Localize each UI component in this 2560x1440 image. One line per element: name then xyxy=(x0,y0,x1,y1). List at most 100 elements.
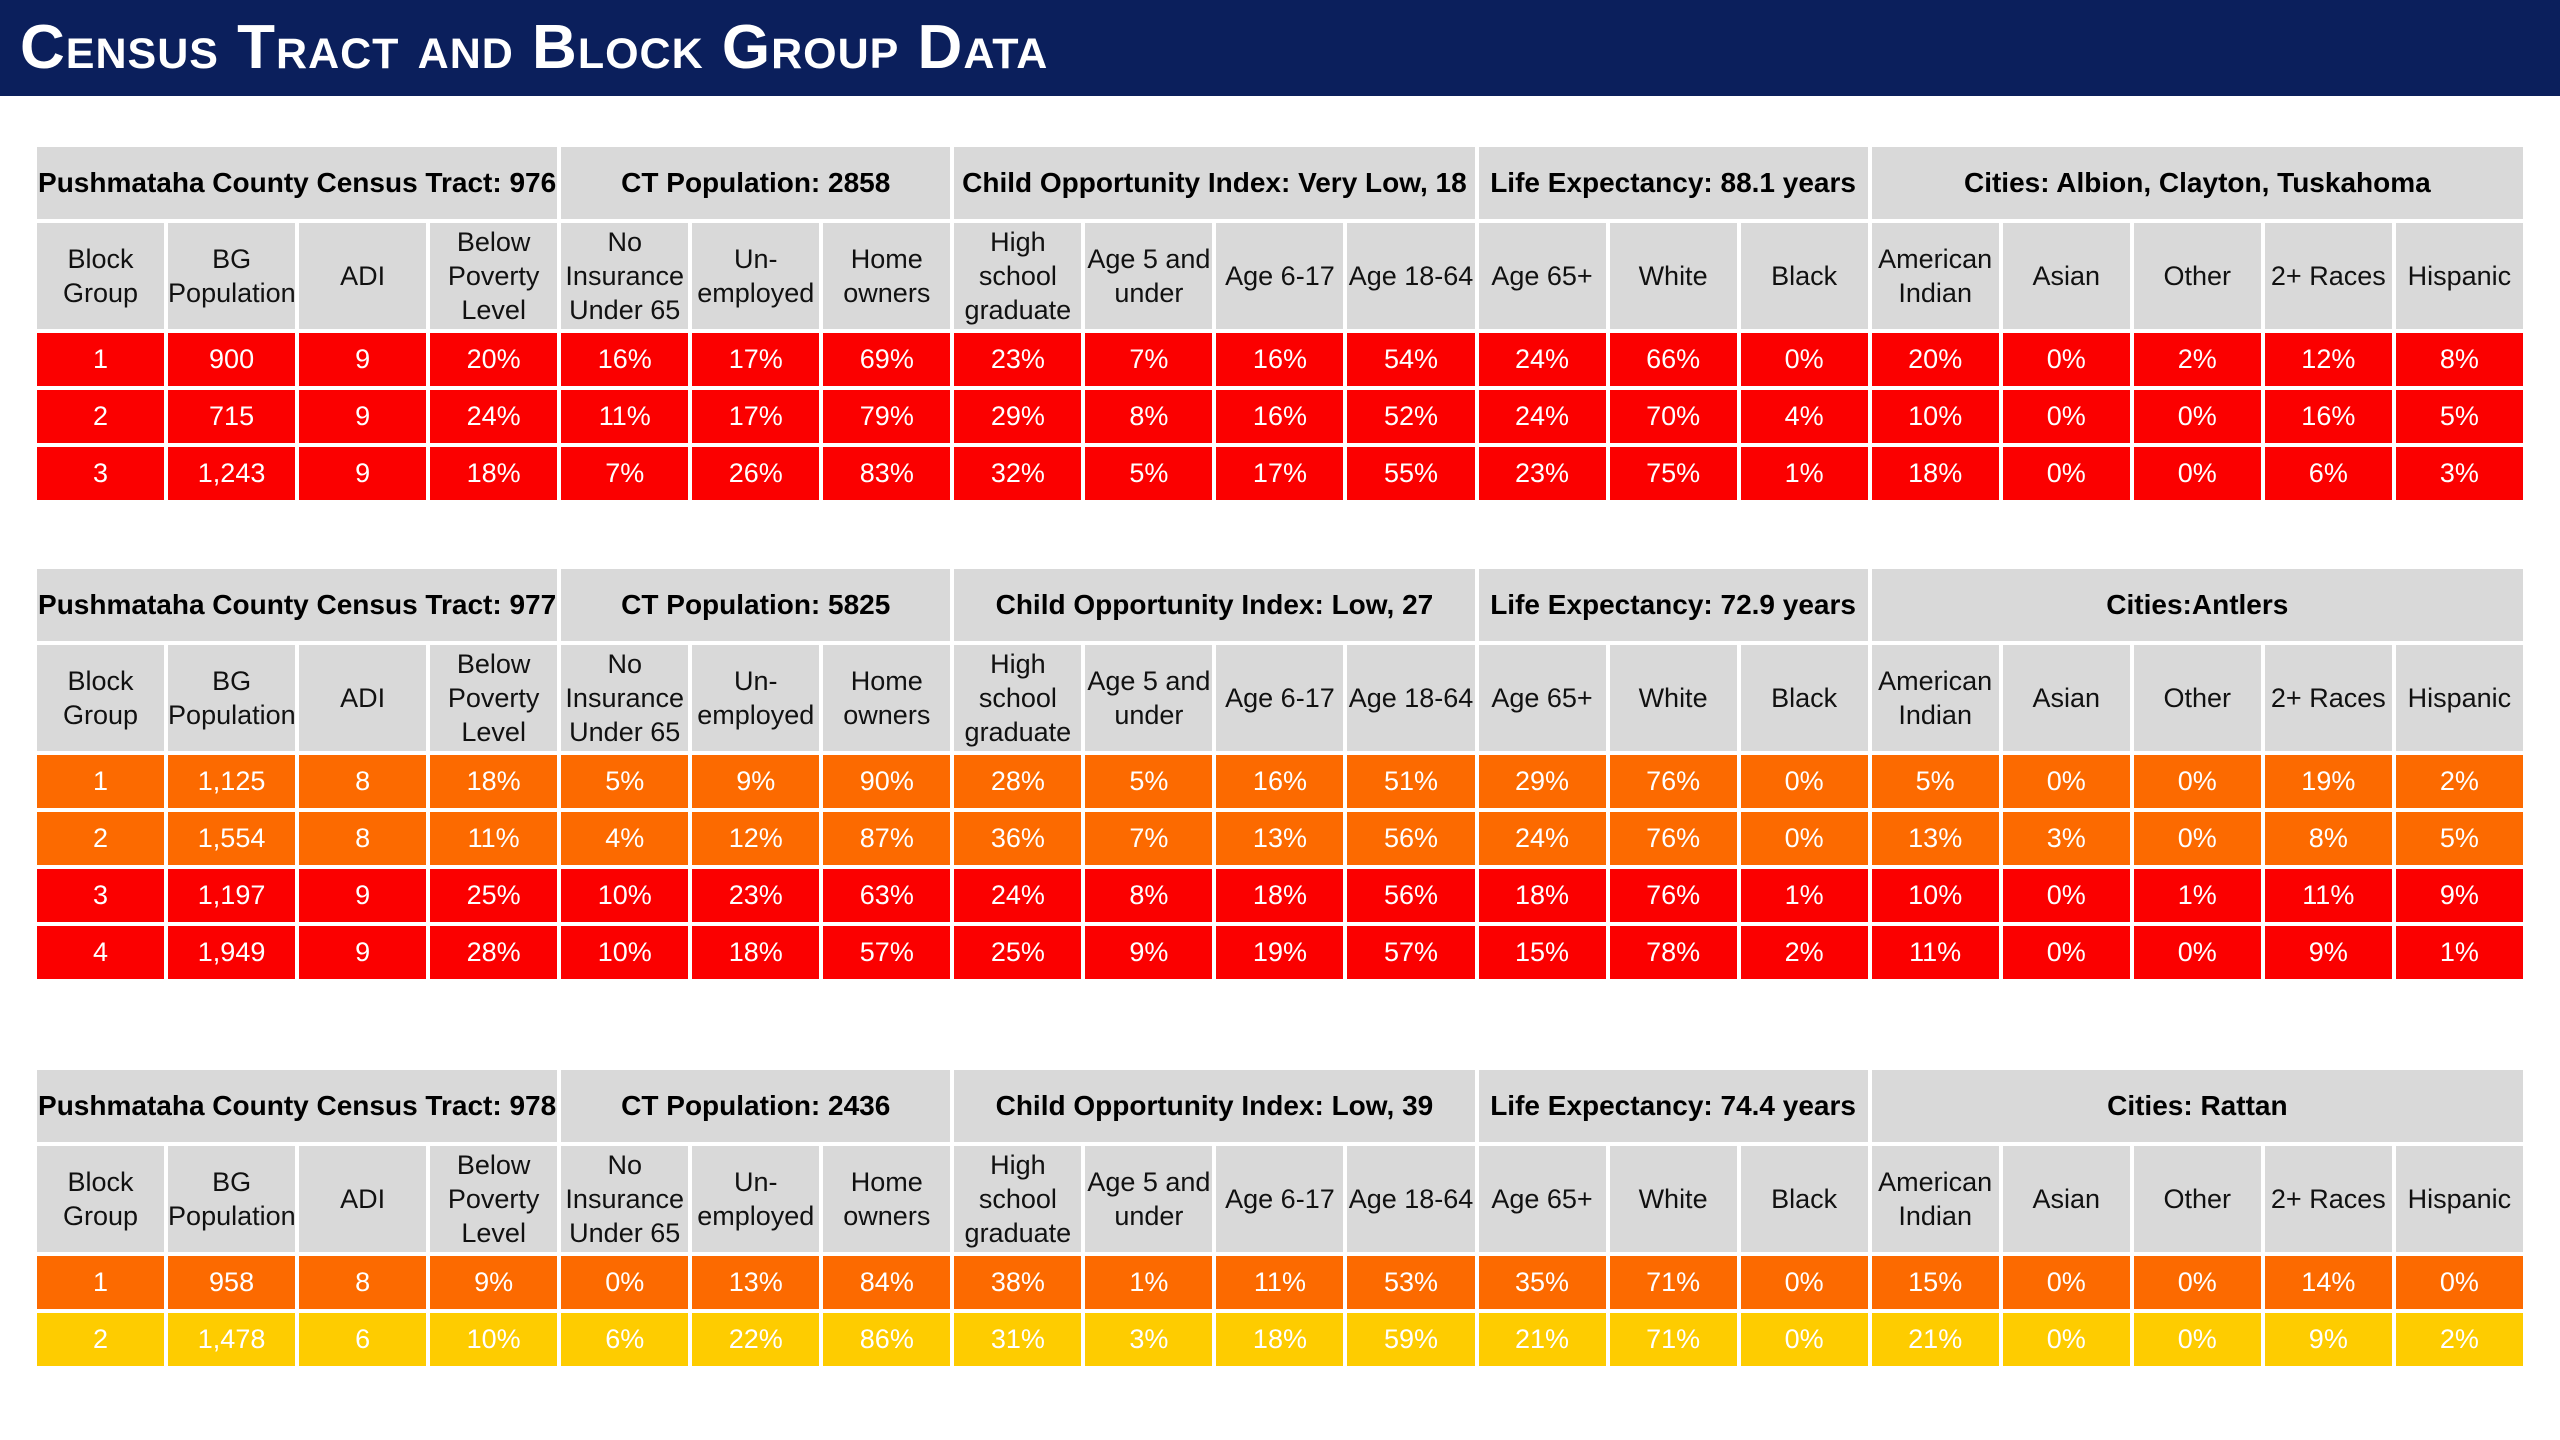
tract-id-label: Pushmataha County Census Tract: 978 xyxy=(37,1070,558,1142)
data-cell: 12% xyxy=(2264,333,2392,386)
data-cell: 0% xyxy=(2133,447,2261,500)
data-cell: 18% xyxy=(1478,869,1606,922)
column-header: White xyxy=(1609,645,1737,751)
data-cell: 6% xyxy=(561,1313,689,1366)
cities-label: Cities: Albion, Clayton, Tuskahoma xyxy=(1871,147,2523,219)
data-cell: 53% xyxy=(1347,1256,1475,1309)
column-header: White xyxy=(1609,223,1737,329)
column-header: Block Group xyxy=(37,645,165,751)
data-cell: 3 xyxy=(37,447,165,500)
data-cell: 9 xyxy=(299,333,427,386)
cities-label: Cities: Rattan xyxy=(1871,1070,2523,1142)
data-cell: 2 xyxy=(37,812,165,865)
data-cell: 16% xyxy=(2264,390,2392,443)
data-cell: 11% xyxy=(430,812,558,865)
data-cell: 8 xyxy=(299,755,427,808)
data-cell: 900 xyxy=(168,333,296,386)
data-cell: 6 xyxy=(299,1313,427,1366)
data-cell: 8% xyxy=(1085,390,1213,443)
child-opportunity-index-label: Child Opportunity Index: Low, 39 xyxy=(954,1070,1475,1142)
block-group-row: 2 1,478 6 10% 6% 22% 86% 31% 3% 18% 59% 21% 71% 0% 21%… xyxy=(37,1313,2523,1366)
data-cell: 0% xyxy=(1740,1313,1868,1366)
data-cell: 66% xyxy=(1609,333,1737,386)
data-cell: 76% xyxy=(1609,755,1737,808)
data-cell: 79% xyxy=(823,390,951,443)
column-header: Asian xyxy=(2002,1146,2130,1252)
data-cell: 1% xyxy=(1740,447,1868,500)
data-cell: 22% xyxy=(692,1313,820,1366)
tract-population-label: CT Population: 2858 xyxy=(561,147,951,219)
column-header: 2+ Races xyxy=(2264,223,2392,329)
data-cell: 17% xyxy=(692,390,820,443)
data-cell: 1,197 xyxy=(168,869,296,922)
data-cell: 1% xyxy=(2133,869,2261,922)
data-cell: 0% xyxy=(2133,812,2261,865)
data-cell: 13% xyxy=(1871,812,1999,865)
data-cell: 0% xyxy=(2002,333,2130,386)
data-cell: 56% xyxy=(1347,812,1475,865)
data-cell: 71% xyxy=(1609,1313,1737,1366)
data-cell: 18% xyxy=(1216,869,1344,922)
data-cell: 1 xyxy=(37,1256,165,1309)
data-cell: 8 xyxy=(299,1256,427,1309)
column-header-row: Block Group BG Population ADI Below Poverty… xyxy=(37,223,2523,329)
data-cell: 56% xyxy=(1347,869,1475,922)
data-cell: 24% xyxy=(430,390,558,443)
data-cell: 9% xyxy=(2264,1313,2392,1366)
column-header: Black xyxy=(1740,1146,1868,1252)
data-cell: 18% xyxy=(1871,447,1999,500)
data-cell: 5% xyxy=(1085,447,1213,500)
data-cell: 1,243 xyxy=(168,447,296,500)
data-cell: 18% xyxy=(430,755,558,808)
data-cell: 19% xyxy=(1216,926,1344,979)
data-cell: 11% xyxy=(1871,926,1999,979)
data-cell: 83% xyxy=(823,447,951,500)
data-cell: 9% xyxy=(2264,926,2392,979)
data-cell: 76% xyxy=(1609,869,1737,922)
data-cell: 2 xyxy=(37,390,165,443)
column-header: Age 6-17 xyxy=(1216,223,1344,329)
data-cell: 19% xyxy=(2264,755,2392,808)
data-cell: 29% xyxy=(954,390,1082,443)
data-cell: 8% xyxy=(1085,869,1213,922)
block-group-row: 1 958 8 9% 0% 13% 84% 38% 1% 11% 53% 35% 71% 0% 15% 0% 0… xyxy=(37,1256,2523,1309)
data-cell: 3% xyxy=(2002,812,2130,865)
data-cell: 0% xyxy=(2133,1256,2261,1309)
column-header: Block Group xyxy=(37,223,165,329)
column-header: Age 5 and under xyxy=(1085,1146,1213,1252)
column-header: Home owners xyxy=(823,223,951,329)
data-cell: 25% xyxy=(954,926,1082,979)
data-cell: 0% xyxy=(2133,755,2261,808)
data-cell: 0% xyxy=(2002,755,2130,808)
data-cell: 0% xyxy=(1740,333,1868,386)
column-header: High school graduate xyxy=(954,1146,1082,1252)
data-cell: 78% xyxy=(1609,926,1737,979)
census-tract-table: Pushmataha County Census Tract: 976 CT Po… xyxy=(33,143,2527,504)
data-cell: 13% xyxy=(692,1256,820,1309)
data-cell: 10% xyxy=(561,869,689,922)
column-header: Age 6-17 xyxy=(1216,645,1344,751)
data-cell: 5% xyxy=(561,755,689,808)
column-header-row: Block Group BG Population ADI Below Poverty… xyxy=(37,1146,2523,1252)
data-cell: 84% xyxy=(823,1256,951,1309)
column-header: No Insurance Under 65 xyxy=(561,1146,689,1252)
data-cell: 0% xyxy=(1740,755,1868,808)
data-cell: 5% xyxy=(2395,390,2523,443)
data-cell: 20% xyxy=(430,333,558,386)
column-header: Un-employed xyxy=(692,645,820,751)
data-cell: 21% xyxy=(1478,1313,1606,1366)
column-header: Hispanic xyxy=(2395,1146,2523,1252)
data-cell: 0% xyxy=(1740,812,1868,865)
column-header: Age 65+ xyxy=(1478,1146,1606,1252)
data-cell: 2% xyxy=(2133,333,2261,386)
column-header: No Insurance Under 65 xyxy=(561,645,689,751)
life-expectancy-label: Life Expectancy: 88.1 years xyxy=(1478,147,1868,219)
block-group-row: 1 900 9 20% 16% 17% 69% 23% 7% 16% 54% 24% 66% 0% 20% 0… xyxy=(37,333,2523,386)
data-cell: 75% xyxy=(1609,447,1737,500)
data-cell: 0% xyxy=(2002,447,2130,500)
data-cell: 15% xyxy=(1478,926,1606,979)
column-header: Age 5 and under xyxy=(1085,645,1213,751)
data-cell: 10% xyxy=(1871,390,1999,443)
column-header: Age 65+ xyxy=(1478,223,1606,329)
data-cell: 23% xyxy=(1478,447,1606,500)
